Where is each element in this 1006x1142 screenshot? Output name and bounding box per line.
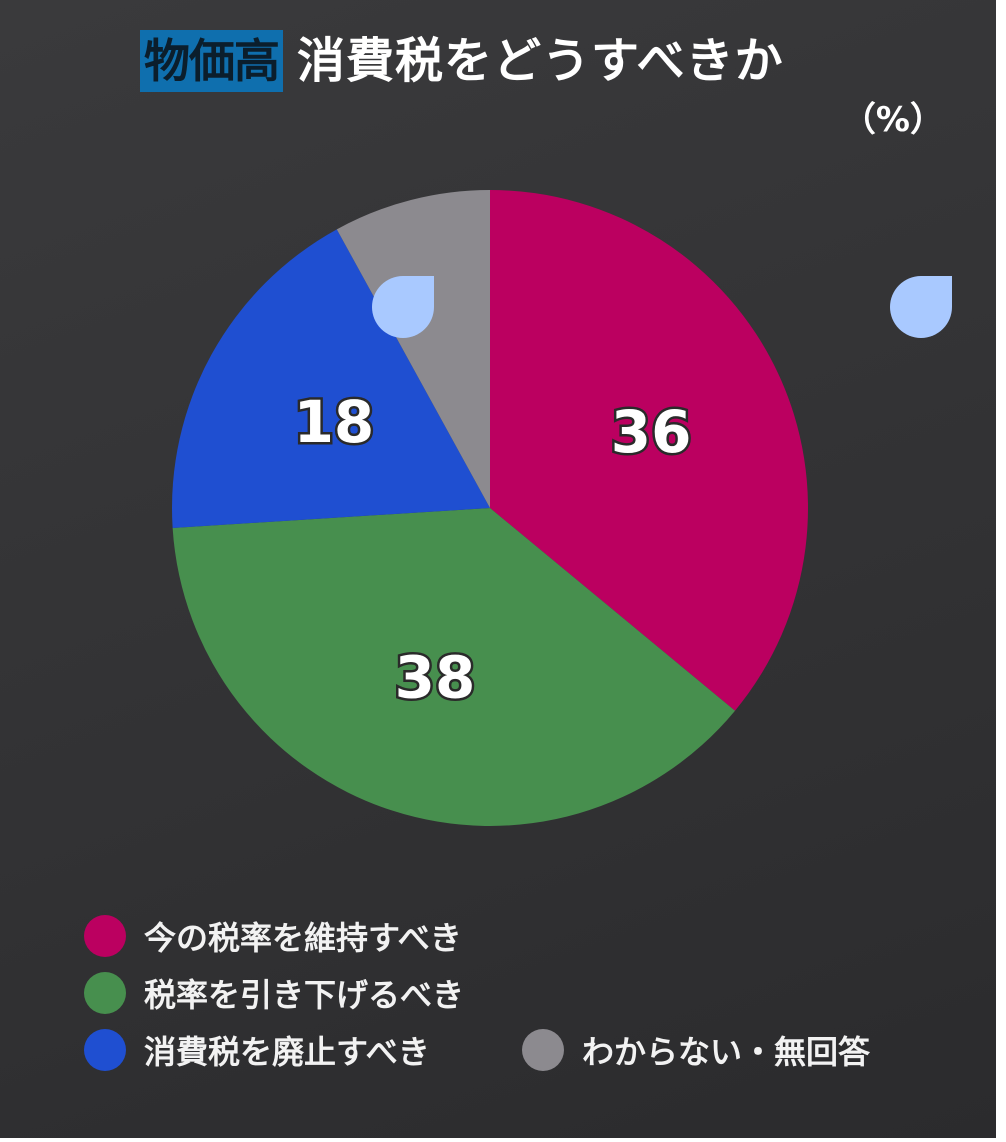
- legend-swatch-unknown: [522, 1029, 564, 1071]
- pie-slice-maintain: [490, 190, 808, 711]
- legend-item-maintain: 今の税率を維持すべき: [84, 914, 462, 958]
- legend-item-lower: 税率を引き下げるべき: [84, 971, 464, 1015]
- marker-icon-right: [890, 276, 952, 338]
- value-label-lower: 38: [395, 643, 476, 711]
- legend-label-abolish: 消費税を廃止すべき: [144, 1033, 430, 1071]
- topic-tag: 物価高: [140, 30, 283, 92]
- legend-swatch-maintain: [84, 915, 126, 957]
- pie-value-labels: 36 38 18: [291, 386, 694, 714]
- legend-label-maintain: 今の税率を維持すべき: [144, 919, 462, 957]
- pie-slice-unknown: [336, 190, 490, 508]
- legend-label-unknown: わからない・無回答: [582, 1033, 871, 1071]
- pie-slice-abolish: [172, 229, 490, 528]
- legend-swatch-lower: [84, 972, 126, 1014]
- chart-title: 消費税をどうすべきか: [297, 33, 784, 89]
- unit-label: （%）: [841, 100, 944, 140]
- value-label-maintain: 36: [611, 398, 692, 466]
- chart-header: 物価高 消費税をどうすべきか: [140, 26, 784, 96]
- marker-icon-left: [372, 276, 434, 338]
- pie-slice-lower: [172, 508, 736, 826]
- value-label-abolish: 18: [294, 388, 375, 456]
- legend-label-lower: 税率を引き下げるべき: [144, 976, 465, 1014]
- decorative-markers: [372, 276, 952, 338]
- legend-item-unknown: わからない・無回答: [522, 1028, 870, 1072]
- legend-swatch-abolish: [84, 1029, 126, 1071]
- legend-item-abolish: 消費税を廃止すべき: [84, 1028, 430, 1072]
- pie-slices: [172, 190, 808, 826]
